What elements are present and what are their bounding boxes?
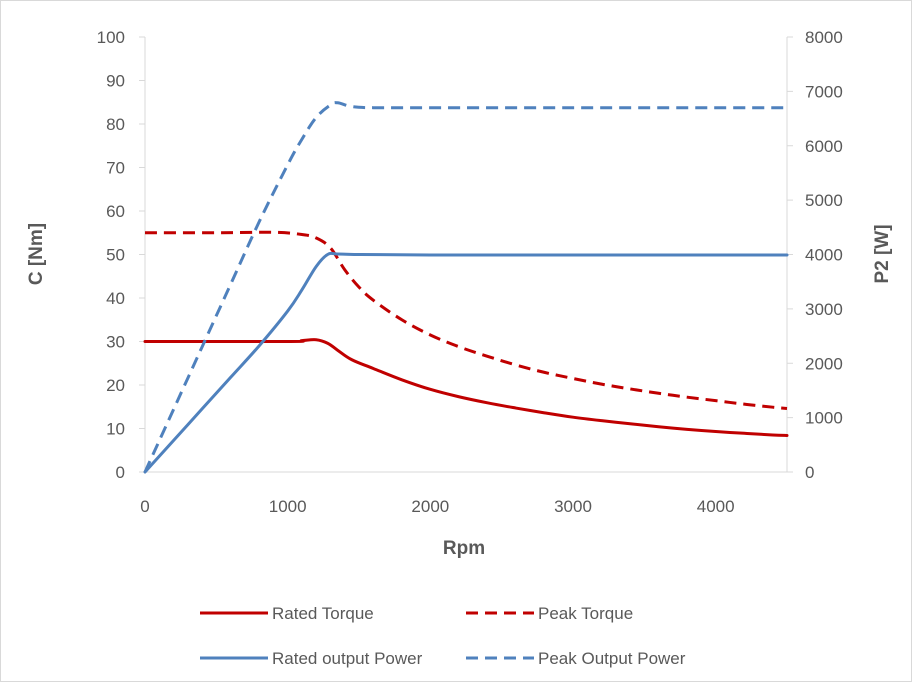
legend-label-peak-torque: Peak Torque [538,604,633,623]
y-tick-label-right: 4000 [805,246,843,265]
legend: Rated Torque Peak Torque Rated output Powe… [200,604,686,668]
y-tick-label-right: 3000 [805,300,843,319]
legend-label-peak-output-power: Peak Output Power [538,649,686,668]
series-line-rated-torque [143,338,789,437]
y-tick-label-right: 8000 [805,28,843,47]
y-tick-label-right: 1000 [805,409,843,428]
y-tick-label-left: 70 [106,159,125,178]
y-tick-label-right: 5000 [805,191,843,210]
x-tick-label: 2000 [411,497,449,516]
x-axis-title: Rpm [443,538,485,559]
series-line-peak-torque [144,230,788,410]
y-tick-label-left: 40 [106,289,125,308]
y-tick-label-left: 80 [106,115,125,134]
legend-label-rated-torque: Rated Torque [272,604,374,623]
y-tick-label-left: 30 [106,333,125,352]
y-tick-label-left: 50 [106,246,125,265]
x-tick-label: 1000 [269,497,307,516]
x-tick-label: 3000 [554,497,592,516]
y-tick-label-left: 60 [106,202,125,221]
y-tick-label-right: 0 [805,463,814,482]
y-tick-label-left: 0 [116,463,125,482]
x-tick-label: 0 [140,497,149,516]
x-tick-label: 4000 [697,497,735,516]
axes: 0102030405060708090100010002000300040005… [97,28,843,516]
y-axis-title-right: P2 [W] [872,224,893,283]
y-tick-label-right: 7000 [805,82,843,101]
y-tick-label-left: 100 [97,28,125,47]
series-line-rated-output-power [143,251,789,474]
y-tick-label-right: 6000 [805,137,843,156]
y-tick-label-left: 90 [106,72,125,91]
series-layer [143,101,789,474]
y-tick-label-right: 2000 [805,354,843,373]
legend-label-rated-output-power: Rated output Power [272,649,423,668]
y-axis-title-left: C [Nm] [26,223,47,285]
series-line-peak-output-power [143,101,788,473]
y-tick-label-left: 20 [106,376,125,395]
y-tick-label-left: 10 [106,420,125,439]
